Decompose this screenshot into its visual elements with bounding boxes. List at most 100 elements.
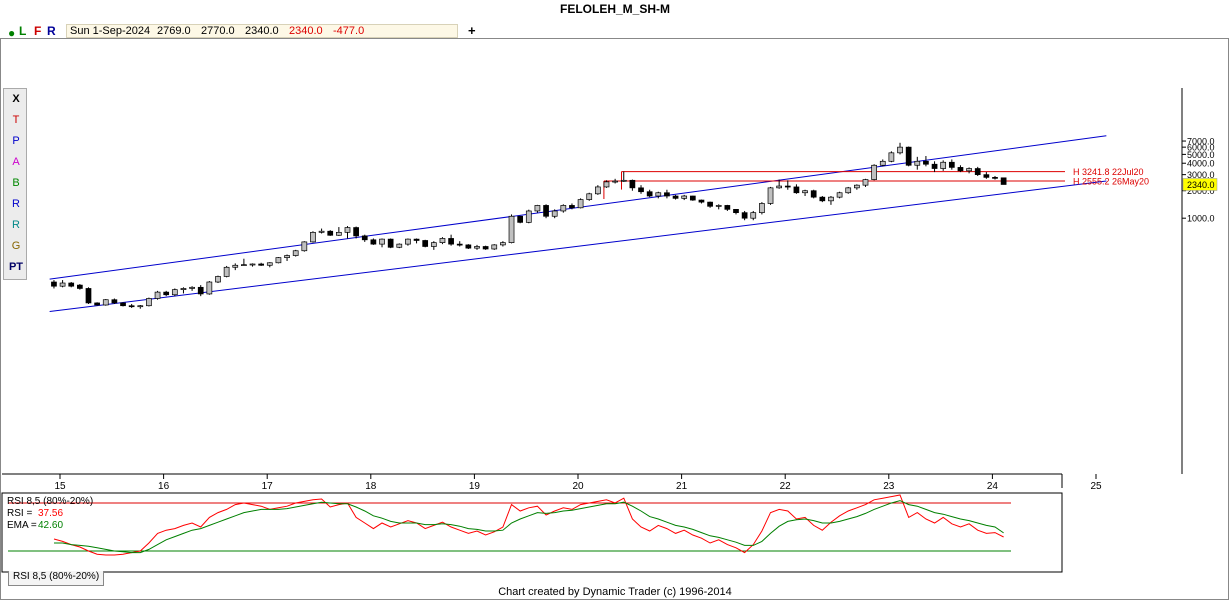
candle-body (353, 227, 359, 237)
candle-body (603, 181, 610, 188)
candle-body (439, 238, 446, 243)
tool-retrace-icon[interactable]: R (12, 219, 20, 231)
candle-body (59, 282, 66, 287)
status-dot-icon[interactable]: ● (8, 26, 16, 40)
candle-body (905, 146, 912, 166)
indicator-tab[interactable]: RSI 8,5 (80%-20%) (8, 571, 105, 586)
candle-body (474, 246, 480, 249)
y-tick-label: 7000.0 (1187, 137, 1215, 147)
candle-body (465, 244, 472, 249)
x-tick-label: 25 (1090, 481, 1102, 492)
info-bar: ● L F R Sun 1-Sep-2024 2769.0 2770.0 234… (0, 23, 1230, 40)
candle-body (845, 187, 852, 194)
candle-body (128, 305, 135, 308)
candle-body (819, 196, 826, 202)
candle-body (612, 180, 618, 183)
x-tick-label: 20 (572, 481, 584, 492)
tool-pt-icon[interactable]: PT (8, 261, 24, 273)
rsi-series-value: 37.56 (38, 508, 63, 519)
candle-body (163, 291, 170, 296)
rsi-series-name: EMA = (7, 520, 37, 531)
candle-body (551, 210, 558, 217)
y-tick-label: 5000.0 (1187, 150, 1215, 160)
y-tick-label: 6000.0 (1187, 143, 1215, 153)
candle-body (85, 288, 92, 304)
candle-body (189, 286, 195, 289)
candle-body (500, 242, 506, 246)
candle-body (879, 160, 886, 166)
info-high: 2770.0 (201, 25, 235, 37)
candle-body (948, 161, 955, 168)
candle-body (215, 276, 221, 283)
candle-body (336, 231, 342, 236)
button-r[interactable]: R (47, 24, 56, 38)
candle-body (94, 302, 100, 306)
candle-body (310, 231, 316, 243)
resistance-label: H 2555.2 26May20 (1073, 177, 1149, 187)
last-price-label: 2340.0 (1187, 180, 1215, 190)
info-date: Sun 1-Sep-2024 (70, 25, 151, 37)
footer-credit: Chart created by Dynamic Trader (c) 1996… (498, 586, 732, 598)
tool-ratio-icon[interactable]: R (12, 198, 20, 210)
candle-body (767, 187, 774, 204)
candle-body (888, 152, 895, 162)
tool-gann-icon[interactable]: G (11, 240, 21, 252)
candle-body (724, 205, 731, 210)
tool-trendline-icon[interactable]: T (12, 114, 20, 126)
candle-body (828, 196, 834, 202)
tool-b-icon[interactable]: B (12, 177, 20, 189)
candle-body (672, 195, 679, 199)
candle-body (784, 185, 791, 188)
candle-body (517, 215, 524, 223)
candle-body (569, 205, 575, 209)
y-tick-label: 4000.0 (1187, 159, 1215, 169)
candle-body (361, 235, 368, 241)
candle-body (111, 299, 118, 304)
tool-parallel-icon[interactable]: P (12, 135, 20, 147)
chart-frame (0, 38, 1229, 600)
candle-body (456, 243, 463, 246)
candle-body (301, 241, 308, 252)
candle-body (776, 185, 783, 189)
last-price-box (1182, 178, 1218, 191)
candle-body (292, 250, 299, 256)
candle-body (862, 179, 869, 186)
info-open: 2769.0 (157, 25, 191, 37)
rsi-series-value: 42.60 (38, 520, 63, 531)
candle-body (154, 291, 161, 299)
y-tick-label: 1000.0 (1187, 214, 1215, 224)
candle-body (223, 266, 230, 277)
candle-body (586, 193, 593, 200)
candle-body (750, 212, 757, 219)
x-tick-label: 23 (883, 481, 895, 492)
x-tick-label: 21 (676, 481, 688, 492)
button-f[interactable]: F (34, 24, 42, 38)
candle-body (854, 184, 860, 189)
candle-body (146, 298, 152, 307)
x-tick-label: 15 (54, 481, 66, 492)
candle-body (120, 302, 126, 307)
candle-body (966, 168, 972, 172)
candle-body (802, 190, 808, 194)
candle-body (629, 179, 636, 189)
candle-body (258, 263, 265, 266)
y-tick-label: 3000.0 (1187, 170, 1215, 180)
add-plus-icon[interactable]: + (468, 23, 476, 38)
candle-body (284, 255, 290, 258)
candle-body (1000, 177, 1007, 185)
candle-body (68, 282, 75, 287)
candle-body (793, 186, 800, 194)
candle-body (327, 230, 334, 236)
candle-body (102, 299, 109, 306)
tool-close-icon[interactable]: X (12, 93, 20, 105)
candle-body (318, 230, 325, 233)
candle-body (275, 257, 282, 264)
rsi-panel-frame (1, 492, 1063, 573)
candle-body (543, 205, 549, 217)
button-l[interactable]: L (19, 24, 27, 38)
tool-arc-icon[interactable]: A (12, 156, 20, 168)
candle-body (405, 238, 411, 245)
candle-body (534, 205, 541, 212)
candle-body (595, 186, 601, 195)
